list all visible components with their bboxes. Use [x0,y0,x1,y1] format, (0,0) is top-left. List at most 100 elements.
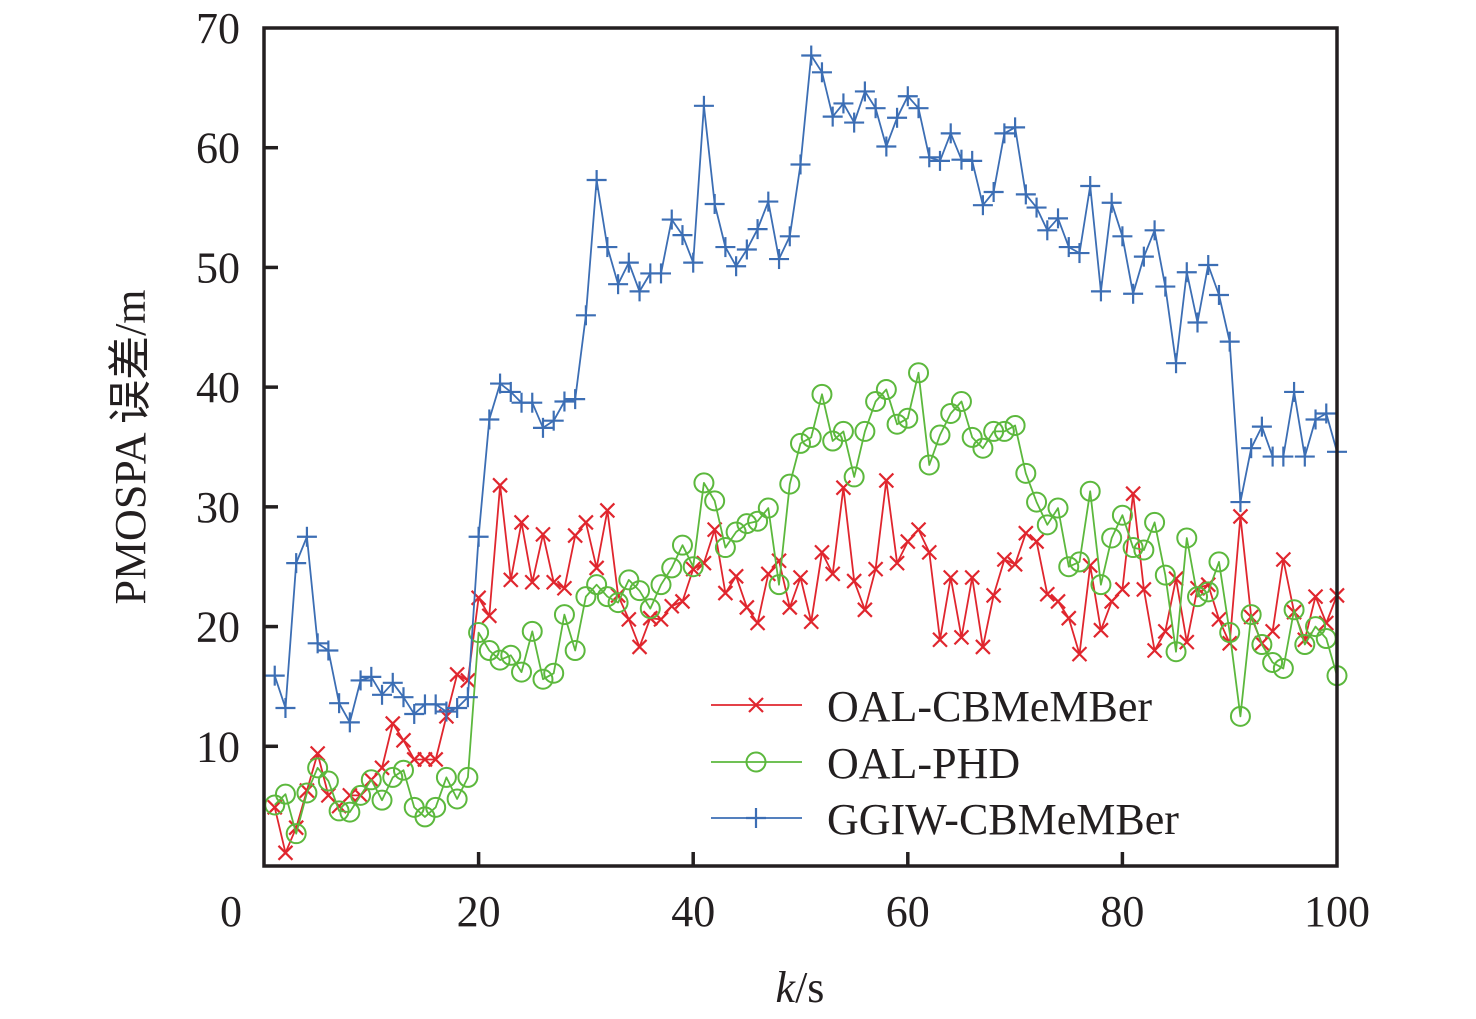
data-point [361,666,382,687]
data-point [685,561,701,577]
data-point [553,604,575,626]
data-point [567,527,583,544]
data-point [371,789,393,811]
data-point [800,426,822,448]
data-point [887,107,908,128]
data-point [878,472,895,489]
data-point [618,569,640,591]
data-point [832,420,854,442]
data-point [427,751,444,768]
data-point [492,477,508,494]
data-point [811,62,832,83]
data-point [275,697,296,718]
data-point [1005,117,1026,138]
data-point [564,640,586,662]
data-point [503,572,519,588]
legend-label: GGIW-CBMeMBer [827,795,1179,844]
data-point [1305,616,1327,638]
data-point [457,687,478,708]
data-point [489,649,511,671]
data-point [586,574,608,596]
x-axis-title-unit: /s [795,963,824,1012]
data-point [953,629,970,646]
y-axis-title: PMOSPA 误差/m [106,289,155,604]
data-point [908,98,929,119]
data-point [1230,492,1251,513]
data-point [972,437,994,459]
data-point [714,537,736,559]
data-point [1048,208,1069,229]
data-point [309,745,326,762]
data-point [1036,514,1058,536]
data-point [545,574,562,591]
plot-frame [262,26,1339,868]
data-point [629,580,651,602]
data-point [1305,409,1326,430]
data-point [1007,556,1023,573]
data-point [1080,176,1101,197]
data-point [277,845,294,861]
y-tick-label: 20 [196,603,240,652]
data-point [1144,511,1166,533]
data-point [1240,604,1262,626]
data-point [758,191,779,212]
data-point [760,566,777,582]
data-point [382,672,403,693]
data-point [446,788,468,810]
y-tick-label: 70 [196,4,240,53]
data-point [339,801,361,823]
data-point [811,383,833,405]
data-point [1155,276,1176,297]
data-point [651,263,672,284]
data-point [328,800,350,822]
data-point [618,252,639,273]
data-point [1251,634,1273,656]
data-point [1157,623,1174,640]
data-point [350,670,371,691]
data-point [985,587,1002,604]
data-point [1112,226,1133,247]
data-point [1262,651,1284,673]
x-axis-title: k/s [776,963,825,1012]
legend-marker [745,751,767,773]
data-point [1133,246,1154,267]
data-point [468,622,490,644]
data-point [854,81,875,102]
data-point [1273,446,1294,467]
data-point [1208,284,1229,305]
data-point [286,553,307,574]
data-point [317,770,339,792]
data-point [382,766,404,788]
data-point [339,712,360,733]
data-point [1272,657,1294,679]
data-point [950,391,972,413]
data-point [575,305,596,326]
series-line [274,371,1338,835]
data-point [749,615,766,631]
data-point [844,112,865,133]
data-point [1154,564,1176,586]
data-point [543,410,564,431]
data-point [875,379,897,401]
data-point [468,526,489,547]
data-point [857,602,873,618]
data-point [942,569,959,586]
data-point [918,454,940,476]
legend-label: OAL-CBMeMBer [827,682,1152,731]
data-point [1197,581,1219,603]
x-tick-label: 40 [671,887,715,936]
x-tick-label: 0 [220,887,242,936]
data-point [372,684,393,705]
data-point [1283,599,1305,621]
data-point [1047,497,1069,519]
data-point [1122,537,1144,559]
data-point [629,281,650,302]
legend-label: OAL-PHD [827,739,1020,788]
y-tick-label: 60 [196,124,240,173]
data-point [500,644,522,666]
data-point [747,219,768,240]
data-point [996,551,1013,568]
data-point [1198,255,1219,276]
data-point [674,593,691,610]
data-point [961,426,983,448]
